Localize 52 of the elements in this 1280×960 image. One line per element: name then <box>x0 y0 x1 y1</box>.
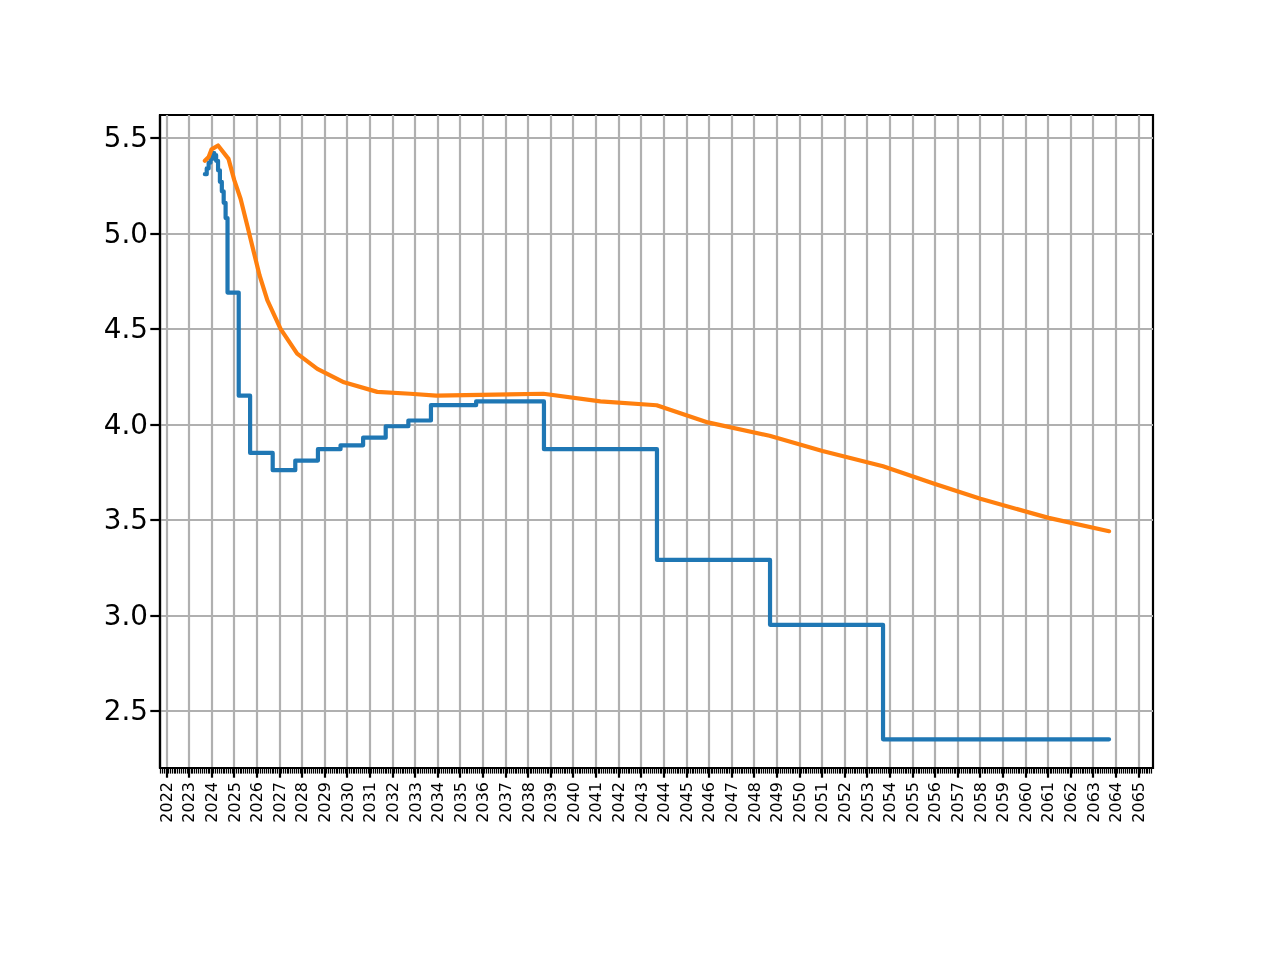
x-tick-label: 2045 <box>676 782 696 823</box>
y-tick-label: 3.5 <box>103 503 148 537</box>
y-tick-label: 3.0 <box>103 598 148 632</box>
x-tick-label: 2044 <box>654 782 674 823</box>
y-tick-label: 4.5 <box>103 312 148 346</box>
x-tick-label: 2061 <box>1038 782 1058 823</box>
x-tick-label: 2049 <box>767 782 787 823</box>
x-tick-label: 2037 <box>495 782 515 823</box>
x-tick-label: 2022 <box>156 782 176 823</box>
x-tick-label: 2041 <box>586 782 606 823</box>
x-tick-label: 2038 <box>518 782 538 823</box>
x-tick-label: 2024 <box>202 782 222 823</box>
x-tick-label: 2060 <box>1015 782 1035 823</box>
x-tick-label: 2048 <box>744 782 764 823</box>
x-tick-label: 2059 <box>993 782 1013 823</box>
x-tick-label: 2039 <box>541 782 561 823</box>
x-tick-label: 2062 <box>1061 782 1081 823</box>
x-tick-label: 2046 <box>699 782 719 823</box>
line-series <box>202 143 1112 534</box>
x-tick-label: 2026 <box>247 782 267 823</box>
y-tick-label: 4.0 <box>103 407 148 441</box>
x-tick-label: 2031 <box>360 782 380 823</box>
x-tick-label: 2029 <box>315 782 335 823</box>
x-tick-label: 2042 <box>608 782 628 823</box>
y-tick-label: 5.0 <box>103 216 148 250</box>
x-tick-label: 2030 <box>337 782 357 823</box>
x-tick-label: 2050 <box>789 782 809 823</box>
x-tick-label: 2052 <box>834 782 854 823</box>
x-tick-label: 2034 <box>428 782 448 823</box>
y-tick-label: 2.5 <box>103 694 148 728</box>
x-tick-label: 2028 <box>292 782 312 823</box>
x-tick-label: 2047 <box>721 782 741 823</box>
x-tick-label: 2063 <box>1083 782 1103 823</box>
x-tick-label: 2027 <box>269 782 289 823</box>
x-tick-label: 2064 <box>1106 782 1126 823</box>
x-tick-label: 2051 <box>812 782 832 823</box>
x-tick-label: 2053 <box>857 782 877 823</box>
x-tick-label: 2065 <box>1128 782 1148 823</box>
x-tick-label: 2036 <box>473 782 493 823</box>
x-tick-label: 2058 <box>970 782 990 823</box>
x-tick-label: 2025 <box>224 782 244 823</box>
x-tick-label: 2035 <box>450 782 470 823</box>
x-tick-label: 2032 <box>382 782 402 823</box>
x-tick-label: 2023 <box>179 782 199 823</box>
x-tick-label: 2054 <box>880 782 900 823</box>
x-tick-label: 2057 <box>948 782 968 823</box>
x-tick-label: 2055 <box>902 782 922 823</box>
x-tick-label: 2033 <box>405 782 425 823</box>
y-tick-label: 5.5 <box>103 121 148 155</box>
x-tick-label: 2040 <box>563 782 583 823</box>
x-tick-label: 2056 <box>925 782 945 823</box>
x-tick-label: 2043 <box>631 782 651 823</box>
